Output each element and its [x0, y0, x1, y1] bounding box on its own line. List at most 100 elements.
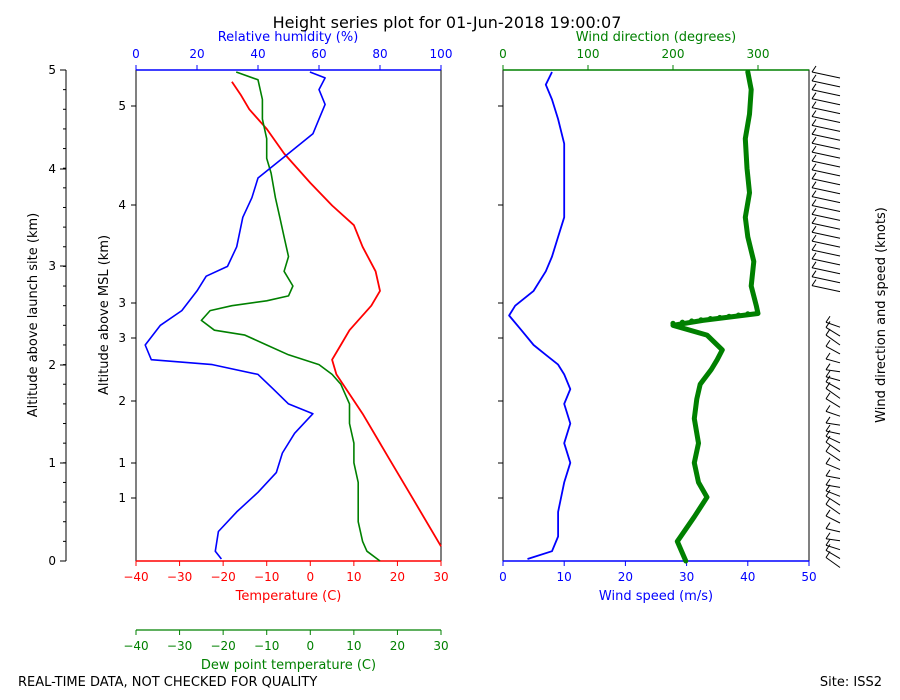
wind-barb-feather: [811, 234, 817, 242]
wind-barb-feather: [825, 316, 831, 323]
wind-barb-shaft: [811, 187, 841, 195]
wind-speed-tick-label: 40: [740, 570, 755, 584]
wind-barb-feather: [811, 92, 817, 99]
wind-barb-shaft: [825, 538, 841, 542]
wind-barb-feather: [825, 544, 831, 551]
wind-barb-feather: [811, 270, 817, 277]
wind-barb-shaft: [811, 240, 841, 248]
wind-barb-feather: [825, 532, 831, 540]
wind-barb-shaft: [811, 80, 841, 88]
wind-barb-feather: [811, 101, 817, 108]
wind-barb-shaft: [811, 276, 841, 284]
outer-tick-label: 3: [48, 259, 56, 273]
dewpoint-tick-label: 0: [306, 639, 314, 653]
outer-tick-label: 1: [48, 456, 56, 470]
wind-barb-shaft: [811, 142, 841, 150]
wind-barb-shaft: [811, 89, 841, 97]
wind-barb-shaft: [825, 334, 841, 346]
outer-tick-label: 2: [48, 358, 56, 372]
wind-barb-feather: [811, 243, 817, 251]
wind-direction-point: [726, 313, 732, 319]
wind-dir-tick-label: 300: [747, 47, 770, 61]
wind-barb-shaft: [825, 495, 841, 506]
wind-barb-feather: [825, 435, 831, 443]
wind-barb-feather: [811, 154, 817, 162]
wind-speed-tick-label: 20: [618, 570, 633, 584]
wind-barb-shaft: [825, 327, 841, 337]
dewpoint-line: [200, 71, 381, 562]
msl-tick-label: 5: [118, 99, 126, 113]
wind-barb-feather: [825, 484, 831, 492]
dewpoint-axis-title: Dew point temperature (C): [201, 658, 376, 673]
wind-barb-feather: [825, 370, 831, 377]
wind-barb-shaft: [825, 358, 841, 364]
wind-barb-feather: [811, 199, 817, 206]
wind-barb-feather: [811, 225, 817, 233]
wind-barb-shaft: [825, 369, 841, 373]
wind-barb-shaft: [811, 213, 841, 221]
wind-barb-feather: [811, 65, 817, 73]
wind-barb-feather: [825, 328, 831, 336]
temperature-tick-label: −40: [123, 570, 148, 584]
rh-tick-label: 80: [372, 47, 387, 61]
wind-barb-shaft: [825, 435, 841, 444]
wind-barb-feather: [811, 74, 817, 82]
wind-direction-point: [679, 319, 686, 325]
wind-barb-feather: [811, 136, 817, 144]
wind-barb-feather: [825, 424, 831, 432]
wind-barb-feather: [825, 551, 831, 558]
wind-barb-feather: [811, 190, 817, 197]
wind-barb-shaft: [825, 388, 841, 399]
wind-barb-feather: [825, 498, 831, 505]
wind-barb-shaft: [825, 398, 841, 408]
wind-barb-shaft: [825, 557, 841, 568]
wind-barb-shaft: [811, 116, 841, 123]
wind-direction-point: [689, 318, 695, 324]
temperature-line: [231, 81, 442, 547]
wind-barb-feather: [811, 145, 817, 153]
wind-dir-tick-label: 0: [499, 47, 507, 61]
wind-barb-shaft: [825, 345, 841, 355]
outer-tick-label: 5: [48, 63, 56, 77]
wind-barb-feather: [825, 416, 831, 424]
rh-axis-title: Relative humidity (%): [218, 30, 359, 45]
dewpoint-tick-label: −20: [210, 639, 235, 653]
wind-barb-shaft: [811, 258, 841, 266]
quality-note: REAL-TIME DATA, NOT CHECKED FOR QUALITY: [18, 675, 317, 690]
wind-speed-line: [508, 71, 572, 560]
wind-barb-feather: [811, 217, 817, 224]
rh-tick-label: 20: [189, 47, 204, 61]
wind-speed-tick-label: 10: [557, 570, 572, 584]
wind-barb-feather: [811, 261, 817, 269]
wind-barb-feather: [811, 172, 817, 180]
dewpoint-tick-label: 10: [346, 639, 361, 653]
wind-barb-shaft: [825, 490, 841, 497]
wind-barb-shaft: [825, 484, 841, 488]
wind-barb-shaft: [811, 124, 841, 132]
wind-barb-shaft: [811, 133, 841, 141]
wind-barb-feather: [825, 522, 831, 529]
wind-barb-feather: [811, 110, 817, 117]
wind-barb-shaft: [811, 151, 841, 159]
msl-tick-label: 1: [118, 491, 126, 505]
temperature-tick-label: 10: [346, 570, 361, 584]
wind-barb-feather: [825, 457, 831, 464]
msl-tick-label: 1: [118, 456, 126, 470]
msl-axis-title: Altitude above MSL (km): [97, 235, 112, 395]
chart-title: Height series plot for 01-Jun-2018 19:00…: [273, 13, 622, 32]
wind-barb-feather: [825, 509, 831, 517]
dewpoint-tick-label: −30: [167, 639, 192, 653]
wind-barb-feather: [825, 321, 831, 328]
wind-dir-axis-title: Wind direction (degrees): [576, 30, 736, 45]
dewpoint-tick-label: −40: [123, 639, 148, 653]
wind-barb-feather: [825, 375, 831, 383]
temperature-tick-label: −30: [167, 570, 192, 584]
dewpoint-tick-label: 20: [390, 639, 405, 653]
wind-barb-feather: [825, 478, 831, 486]
wind-barb-feather: [825, 392, 831, 400]
wind-barb-shaft: [811, 231, 841, 239]
wind-barb-shaft: [825, 422, 841, 426]
wind-barb-shaft: [825, 410, 841, 417]
wind-barb-feather: [825, 340, 831, 347]
